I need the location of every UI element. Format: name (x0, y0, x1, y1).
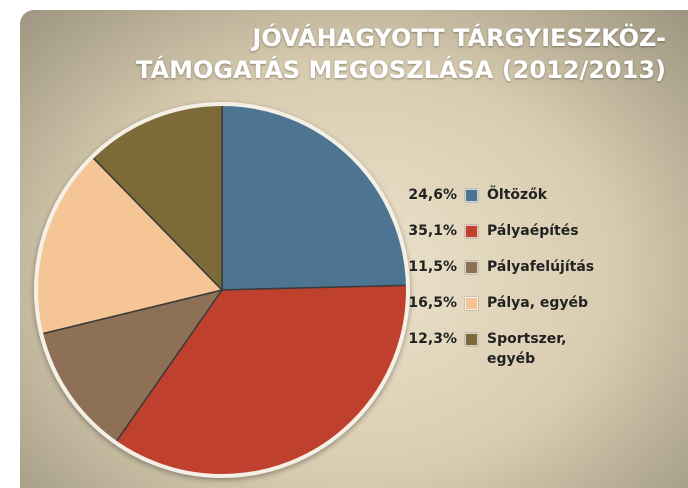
legend: 24,6% Öltözők 35,1% Pályaépítés 11,5% Pályafe… (395, 185, 602, 385)
legend-item: 35,1% Pályaépítés (395, 221, 602, 241)
title-line: TÁMOGATÁS MEGOSZLÁSA (2012/2013) (136, 56, 666, 84)
legend-label: Pályaépítés (487, 223, 579, 239)
legend-value: 35,1% (408, 223, 457, 239)
legend-swatch (465, 333, 478, 346)
chart-title: JÓVÁHAGYOTT TÁRGYIESZKÖZ- TÁMOGATÁS MEGO… (136, 22, 666, 86)
legend-item: 24,6% Öltözők (395, 185, 602, 205)
pie (34, 102, 410, 478)
legend-swatch (465, 297, 478, 310)
legend-value: 24,6% (408, 187, 457, 203)
legend-label: Öltözők (487, 187, 548, 203)
legend-swatch (465, 261, 478, 274)
legend-swatch (465, 225, 478, 238)
title-line: JÓVÁHAGYOTT TÁRGYIESZKÖZ- (252, 24, 666, 52)
pie-border (34, 102, 410, 478)
pie-slice (221, 103, 409, 291)
legend-value: 12,3% (408, 331, 457, 347)
legend-label: Pálya, egyéb (487, 295, 589, 311)
legend-swatch (465, 189, 478, 202)
legend-item: 11,5% Pályafelújítás (395, 257, 602, 277)
legend-value: 11,5% (408, 259, 457, 275)
legend-value: 16,5% (408, 295, 457, 311)
legend-item: 16,5% Pálya, egyéb (395, 293, 602, 313)
legend-item: 12,3% Sportszer, egyéb (395, 329, 602, 369)
legend-label: Sportszer, egyéb (487, 331, 567, 367)
legend-label: Pályafelújítás (487, 259, 595, 275)
